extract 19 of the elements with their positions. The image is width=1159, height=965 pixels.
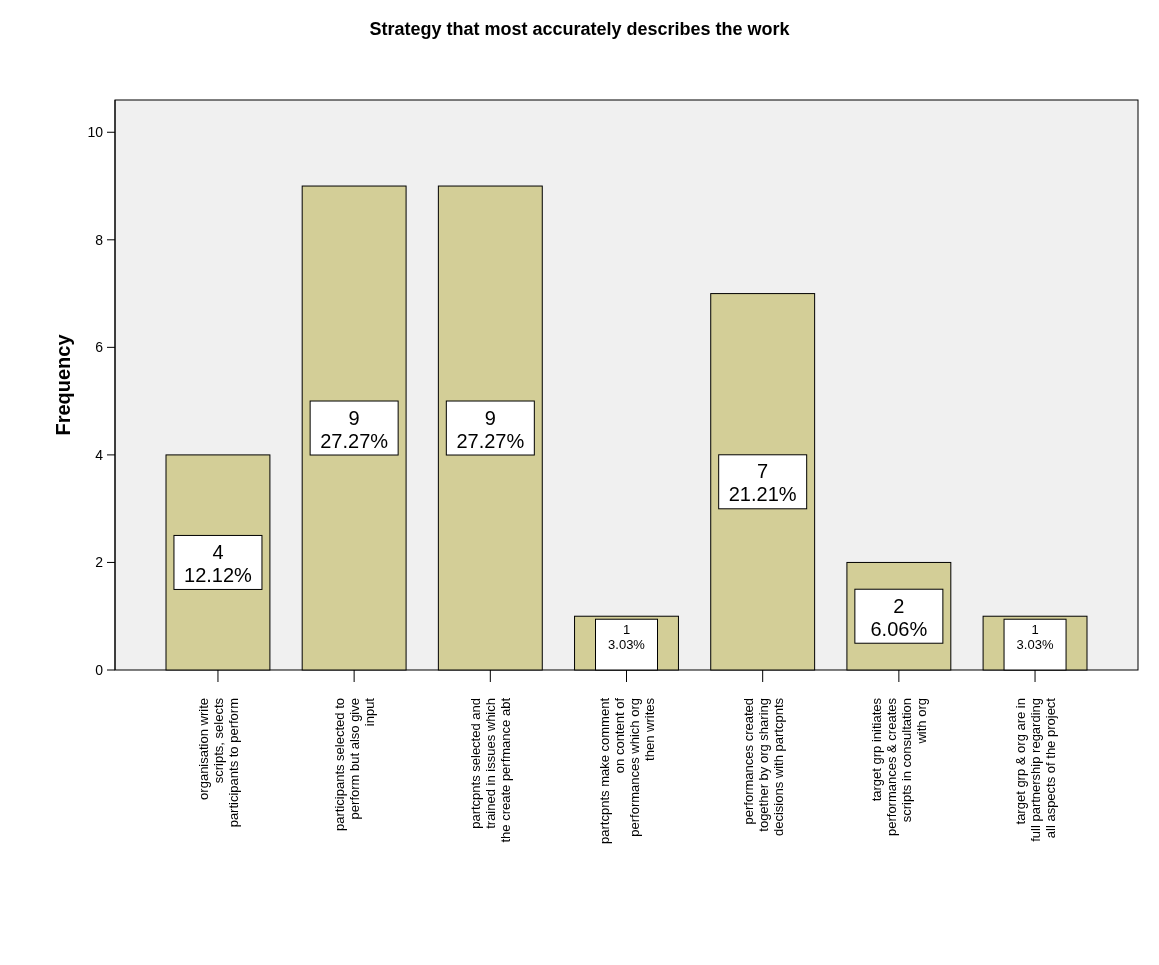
y-tick-label: 4 bbox=[95, 446, 104, 463]
y-tick-label: 0 bbox=[95, 662, 104, 678]
y-tick-label: 10 bbox=[87, 124, 104, 141]
data-label: 9 27.27% bbox=[320, 406, 389, 452]
data-label: 4 12.12% bbox=[184, 541, 253, 586]
data-label: 7 21.21% bbox=[728, 460, 797, 506]
data-label: 9 27.27% bbox=[456, 406, 525, 452]
y-tick-label: 8 bbox=[95, 231, 104, 248]
x-tick-label: participants selected to perform but also give input bbox=[332, 697, 378, 831]
y-tick-label: 6 bbox=[95, 339, 104, 356]
data-label: 2 6.06% bbox=[870, 594, 928, 640]
y-axis-title: Frequency bbox=[52, 333, 74, 436]
y-tick-label: 2 bbox=[95, 554, 104, 571]
x-tick-label: target grp initiates performances & creates scripts in consultation with org bbox=[869, 697, 930, 837]
chart-title: Strategy that most accurately describes the work bbox=[369, 19, 791, 39]
x-tick-label: partcpnts make comment on content of performances which org then writes bbox=[597, 697, 657, 844]
data-label: 1 3.03% bbox=[1016, 621, 1054, 652]
x-tick-label: organisation write scripts, selects participants to perform bbox=[195, 697, 241, 828]
data-label: 1 3.03% bbox=[608, 621, 646, 652]
